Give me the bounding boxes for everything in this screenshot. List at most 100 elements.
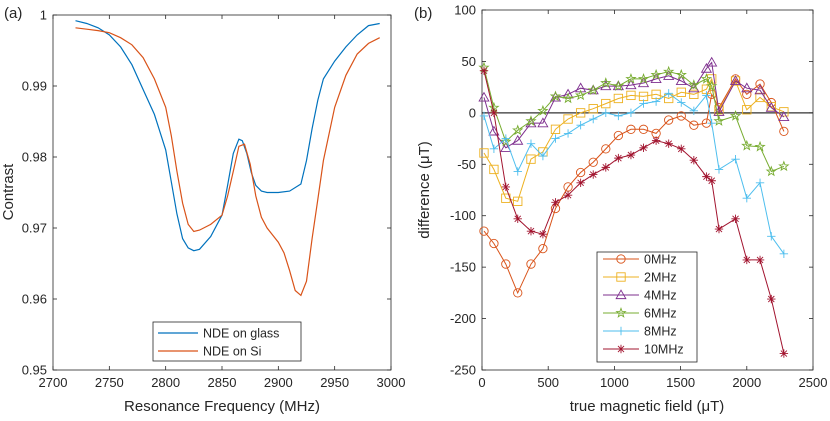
panel-a-label: (a) [4,5,22,22]
data-point-2mhz [575,108,586,118]
data-point-0mhz [676,111,686,121]
data-point-8mhz [551,134,560,143]
data-point-2mhz [676,87,686,97]
data-point-4mhz [478,91,490,102]
data-point-10mhz [677,144,686,154]
data-point-2mhz [588,104,598,114]
data-point-4mhz [754,84,766,95]
axes-a-ytick-label: 1 [40,8,47,23]
data-point-8mhz [731,154,740,164]
axes-b-ytick-label: -100 [450,208,476,223]
data-point-10mhz [513,214,522,223]
data-point-10mhz [538,230,548,239]
data-point-10mhz [779,349,789,358]
data-point-4mhz [765,101,777,112]
panel-b-label: (b) [414,5,432,22]
data-point-4mhz [741,82,753,93]
series-line-nde-on-glass [75,20,380,252]
data-point-10mhz [551,198,560,207]
legend-b-box [596,251,698,363]
data-point-8mhz [707,118,716,128]
data-point-2mhz [550,124,561,134]
data-point-6mhz [729,109,742,121]
data-point-10mhz [731,214,740,223]
data-point-2mhz [626,90,636,101]
axes-b-ytick-label: -150 [450,260,476,275]
axes-b-ylabel: difference (μT) [416,141,433,239]
axes-b-xtick-label: 1000 [600,375,629,390]
data-point-8mhz [589,114,598,124]
data-point-10mhz [614,153,623,163]
data-point-10mhz [742,255,751,265]
legend-b-item-0-label: 0MHz [644,253,677,267]
axes-a-yticks: 0.95 0.96 0.97 0.98 0.99 1 [22,8,391,378]
axes-b-ytick-label: -250 [450,363,476,378]
data-point-6mhz [512,124,524,136]
data-point-2mhz [707,74,717,84]
legend-b: 0MHz 2MHz 4MHz 6MHz 8MHz 10MHz [596,251,698,363]
data-point-0mhz [664,115,674,125]
legend-b-item-5-label: 10MHz [644,343,684,357]
data-point-8mhz [742,194,751,203]
data-point-6mhz [650,68,662,80]
data-point-6mhz [525,115,537,126]
data-point-8mhz [489,144,499,154]
panel-b: 0 500 1000 1500 2000 2500 -250-200-150-100-50… [414,3,827,416]
data-point-4mhz [706,56,718,67]
legend-a: NDE on glass NDE on Si [152,321,302,362]
data-point-0mhz [513,288,523,298]
data-point-10mhz [664,139,673,148]
data-point-2mhz [489,164,499,175]
data-point-8mhz [479,111,489,121]
data-point-6mhz [562,92,574,104]
data-point-0mhz [626,124,636,134]
data-point-10mhz [702,172,711,181]
axes-b-xlabel: true magnetic field (μT) [570,398,725,415]
data-point-6mhz [549,90,562,102]
data-point-10mhz [576,178,585,187]
axes-a-ylabel: Contrast [0,163,17,221]
data-point-0mhz [575,167,586,178]
data-point-10mhz [714,224,724,234]
data-point-8mhz [576,121,585,130]
axes-b-xtick-label: 1500 [666,375,695,390]
data-point-0mhz [588,157,598,167]
axes-b-ytick-label: 100 [454,3,476,18]
axes-a-xtick-label: 2700 [39,375,68,390]
data-point-10mhz [689,155,699,165]
data-point-2mhz [742,105,752,115]
data-point-4mhz [778,111,790,122]
data-point-8mhz [664,89,673,98]
data-point-4mhz [500,142,512,152]
data-point-0mhz [526,259,536,269]
data-point-10mhz [755,255,765,265]
series-line-nde-on-si [75,27,380,297]
data-point-8mhz [601,108,610,118]
data-point-6mhz [688,79,700,90]
axes-a-frame [52,14,392,371]
data-point-4mhz [562,88,574,99]
data-point-2mhz [714,105,724,115]
legend-b-item-3-label: 6MHz [644,307,677,321]
axes-b-xtick-label: 2000 [732,375,761,390]
data-point-8mhz [689,106,699,115]
data-point-6mhz [500,135,512,147]
data-point-6mhz [765,165,777,177]
data-point-10mhz [589,170,598,179]
data-point-6mhz [754,140,766,152]
data-point-6mhz [625,72,637,84]
data-point-10mhz [651,136,661,145]
data-point-6mhz [537,104,549,116]
data-point-6mhz [663,65,675,77]
axes-b-ytick-label: -50 [457,157,476,172]
legend-b-marker-8mhz [616,326,626,336]
axes-a-xtick-label: 2750 [95,375,124,390]
data-point-2mhz [526,154,536,164]
data-point-8mhz [767,232,776,241]
data-point-0mhz [501,259,511,269]
axes-a-ytick-label: 0.96 [22,292,47,307]
data-point-10mhz [707,176,716,185]
series-8mhz [479,89,789,258]
data-point-0mhz [779,126,789,137]
